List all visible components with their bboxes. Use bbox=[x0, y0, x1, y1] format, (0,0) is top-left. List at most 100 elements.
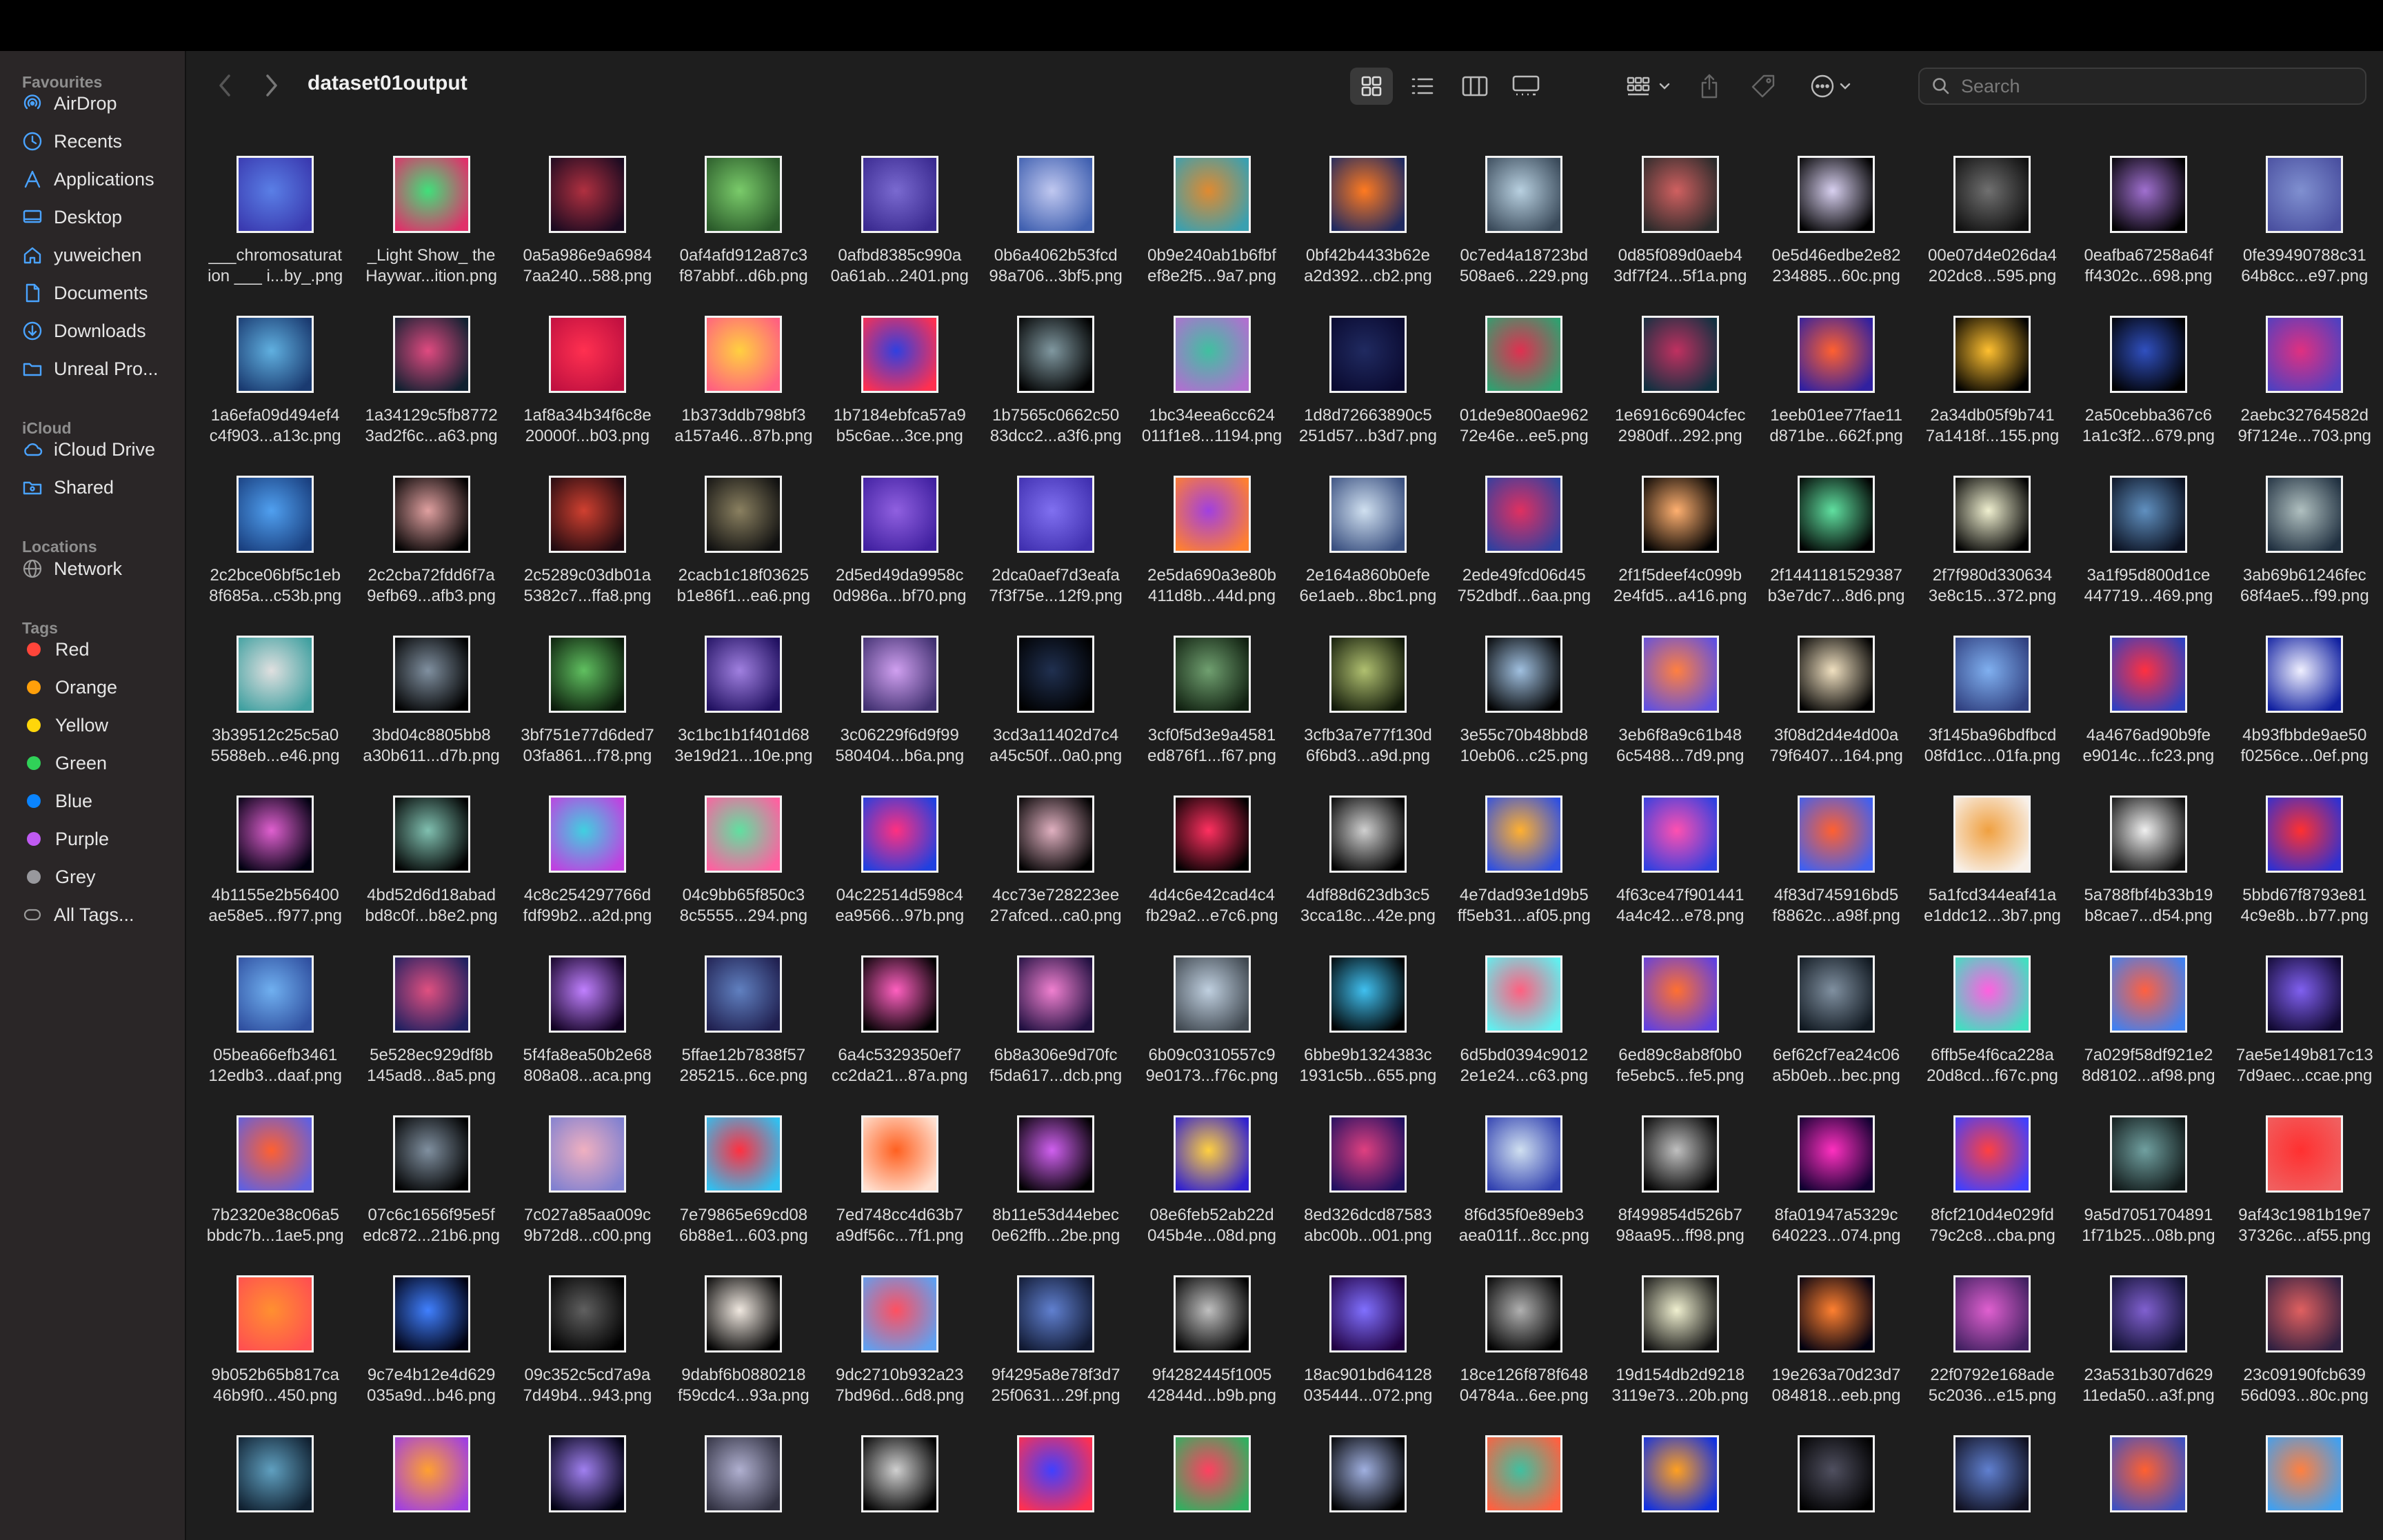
file-thumbnail[interactable] bbox=[1798, 1115, 1876, 1193]
file-item[interactable]: 8ed326dcd87583 abc00b...001.png bbox=[1290, 1114, 1446, 1274]
file-item[interactable]: 6b09c0310557c9 9e0173...f76c.png bbox=[1134, 954, 1289, 1114]
file-thumbnail[interactable] bbox=[548, 1115, 626, 1193]
file-thumbnail[interactable] bbox=[548, 955, 626, 1033]
file-thumbnail[interactable] bbox=[1485, 476, 1563, 553]
file-item[interactable]: 3cf0f5d3e9a4581 ed876f1...f67.png bbox=[1134, 634, 1289, 794]
file-thumbnail[interactable] bbox=[548, 476, 626, 553]
file-thumbnail[interactable] bbox=[2266, 636, 2344, 713]
column-view-button[interactable] bbox=[1454, 68, 1496, 105]
file-item[interactable]: 2c2cba72fdd6f7a 9efb69...afb3.png bbox=[353, 474, 509, 634]
file-item[interactable] bbox=[1134, 1434, 1289, 1540]
file-item[interactable]: 2f1f5deef4c099b 2e4fd5...a416.png bbox=[1602, 474, 1758, 634]
file-thumbnail[interactable] bbox=[392, 636, 470, 713]
file-thumbnail[interactable] bbox=[1641, 1115, 1719, 1193]
file-thumbnail[interactable] bbox=[861, 476, 938, 553]
file-item[interactable]: 19d154db2d9218 3119e73...20b.png bbox=[1602, 1274, 1758, 1434]
file-item[interactable]: 9b052b65b817ca 46b9f0...450.png bbox=[197, 1274, 353, 1434]
file-thumbnail[interactable] bbox=[1953, 955, 2031, 1033]
file-item[interactable]: 9f4282445f1005 42844d...b9b.png bbox=[1134, 1274, 1289, 1434]
file-thumbnail[interactable] bbox=[1641, 476, 1719, 553]
file-thumbnail[interactable] bbox=[2109, 1435, 2187, 1512]
sidebar-item-icloud-drive[interactable]: iCloud Drive bbox=[22, 432, 181, 467]
file-item[interactable] bbox=[353, 1434, 509, 1540]
file-item[interactable]: 7b2320e38c06a5 bbdc7b...1ae5.png bbox=[197, 1114, 353, 1274]
file-thumbnail[interactable] bbox=[237, 796, 314, 873]
file-item[interactable] bbox=[197, 1434, 353, 1540]
file-thumbnail[interactable] bbox=[2266, 955, 2344, 1033]
file-item[interactable] bbox=[1758, 1434, 1914, 1540]
sidebar-item-network[interactable]: Network bbox=[22, 551, 181, 586]
file-thumbnail[interactable] bbox=[1485, 1115, 1563, 1193]
file-thumbnail[interactable] bbox=[2109, 955, 2187, 1033]
file-thumbnail[interactable] bbox=[237, 476, 314, 553]
file-thumbnail[interactable] bbox=[2266, 1435, 2344, 1512]
file-item[interactable]: 05bea66efb3461 12edb3...daaf.png bbox=[197, 954, 353, 1114]
file-item[interactable]: 4df88d623db3c5 3cca18c...42e.png bbox=[1290, 794, 1446, 954]
file-item[interactable]: 07c6c1656f95e5f edc872...21b6.png bbox=[353, 1114, 509, 1274]
file-item[interactable]: 3ab69b61246fec 68f4ae5...f99.png bbox=[2226, 474, 2382, 634]
file-thumbnail[interactable] bbox=[2266, 1275, 2344, 1352]
file-item[interactable]: 4e7dad93e1d9b5 ff5eb31...af05.png bbox=[1446, 794, 1602, 954]
file-thumbnail[interactable] bbox=[1329, 476, 1407, 553]
file-thumbnail[interactable] bbox=[1173, 476, 1251, 553]
file-thumbnail[interactable] bbox=[392, 796, 470, 873]
file-item[interactable]: 5a788fbf4b33b19 b8cae7...d54.png bbox=[2071, 794, 2226, 954]
sidebar-item-documents[interactable]: Documents bbox=[22, 276, 181, 310]
file-thumbnail[interactable] bbox=[861, 316, 938, 393]
sidebar-item-desktop[interactable]: Desktop bbox=[22, 200, 181, 234]
file-item[interactable]: 3eb6f8a9c61b48 6c5488...7d9.png bbox=[1602, 634, 1758, 794]
file-thumbnail[interactable] bbox=[861, 796, 938, 873]
file-item[interactable]: 4f83d745916bd5 f8862c...a98f.png bbox=[1758, 794, 1914, 954]
file-item[interactable]: 0af4afd912a87c3 f87abbf...d6b.png bbox=[665, 154, 821, 314]
file-item[interactable]: 2a50cebba367c6 1a1c3f2...679.png bbox=[2071, 314, 2226, 474]
file-item[interactable]: 1b7565c0662c50 83dcc2...a3f6.png bbox=[978, 314, 1134, 474]
search-input[interactable] bbox=[1960, 74, 2349, 98]
file-item[interactable]: 2e5da690a3e80b 411d8b...44d.png bbox=[1134, 474, 1289, 634]
file-thumbnail[interactable] bbox=[1798, 156, 1876, 233]
file-thumbnail[interactable] bbox=[1641, 796, 1719, 873]
file-item[interactable]: 7a029f58df921e2 8d8102...af98.png bbox=[2071, 954, 2226, 1114]
file-thumbnail[interactable] bbox=[1017, 476, 1095, 553]
file-thumbnail[interactable] bbox=[237, 636, 314, 713]
file-thumbnail[interactable] bbox=[392, 955, 470, 1033]
file-thumbnail[interactable] bbox=[1017, 636, 1095, 713]
file-thumbnail[interactable] bbox=[237, 955, 314, 1033]
file-item[interactable] bbox=[2071, 1434, 2226, 1540]
file-item[interactable]: 5bbd67f8793e81 4c9e8b...b77.png bbox=[2226, 794, 2382, 954]
file-thumbnail[interactable] bbox=[1017, 1275, 1095, 1352]
file-thumbnail[interactable] bbox=[1173, 1435, 1251, 1512]
file-thumbnail[interactable] bbox=[705, 1435, 783, 1512]
file-thumbnail[interactable] bbox=[548, 636, 626, 713]
file-item[interactable]: 04c22514d598c4 ea9566...97b.png bbox=[822, 794, 978, 954]
file-thumbnail[interactable] bbox=[1953, 1115, 2031, 1193]
file-item[interactable]: 1eeb01ee77fae11 d871be...662f.png bbox=[1758, 314, 1914, 474]
file-thumbnail[interactable] bbox=[705, 636, 783, 713]
file-thumbnail[interactable] bbox=[1798, 1275, 1876, 1352]
file-thumbnail[interactable] bbox=[1641, 636, 1719, 713]
file-item[interactable]: 7e79865e69cd08 6b88e1...603.png bbox=[665, 1114, 821, 1274]
file-thumbnail[interactable] bbox=[237, 156, 314, 233]
sidebar-item-yuweichen[interactable]: yuweichen bbox=[22, 238, 181, 272]
file-thumbnail[interactable] bbox=[1329, 636, 1407, 713]
file-item[interactable]: 2cacb1c18f03625 b1e86f1...ea6.png bbox=[665, 474, 821, 634]
file-thumbnail[interactable] bbox=[1173, 156, 1251, 233]
file-item[interactable] bbox=[1914, 1434, 2070, 1540]
file-thumbnail[interactable] bbox=[1329, 1275, 1407, 1352]
file-thumbnail[interactable] bbox=[1017, 1115, 1095, 1193]
file-item[interactable] bbox=[1602, 1434, 1758, 1540]
sidebar-item-all-tags[interactable]: All Tags... bbox=[22, 898, 181, 932]
sidebar-item-orange[interactable]: Orange bbox=[22, 670, 181, 705]
file-item[interactable] bbox=[1446, 1434, 1602, 1540]
file-item[interactable]: 1b7184ebfca57a9 b5c6ae...3ce.png bbox=[822, 314, 978, 474]
file-item[interactable]: 3c1bc1b1f401d68 3e19d21...10e.png bbox=[665, 634, 821, 794]
file-item[interactable]: 9c7e4b12e4d629 035a9d...b46.png bbox=[353, 1274, 509, 1434]
file-item[interactable]: 8fcf210d4e029fd 79c2c8...cba.png bbox=[1914, 1114, 2070, 1274]
file-thumbnail[interactable] bbox=[1173, 955, 1251, 1033]
file-item[interactable]: 0fe39490788c31 64b8cc...e97.png bbox=[2226, 154, 2382, 314]
file-thumbnail[interactable] bbox=[861, 156, 938, 233]
file-item[interactable]: 0c7ed4a18723bd 508ae6...229.png bbox=[1446, 154, 1602, 314]
file-item[interactable]: 6d5bd0394c9012 2e1e24...c63.png bbox=[1446, 954, 1602, 1114]
file-thumbnail[interactable] bbox=[1173, 1275, 1251, 1352]
file-thumbnail[interactable] bbox=[705, 1275, 783, 1352]
file-thumbnail[interactable] bbox=[392, 316, 470, 393]
